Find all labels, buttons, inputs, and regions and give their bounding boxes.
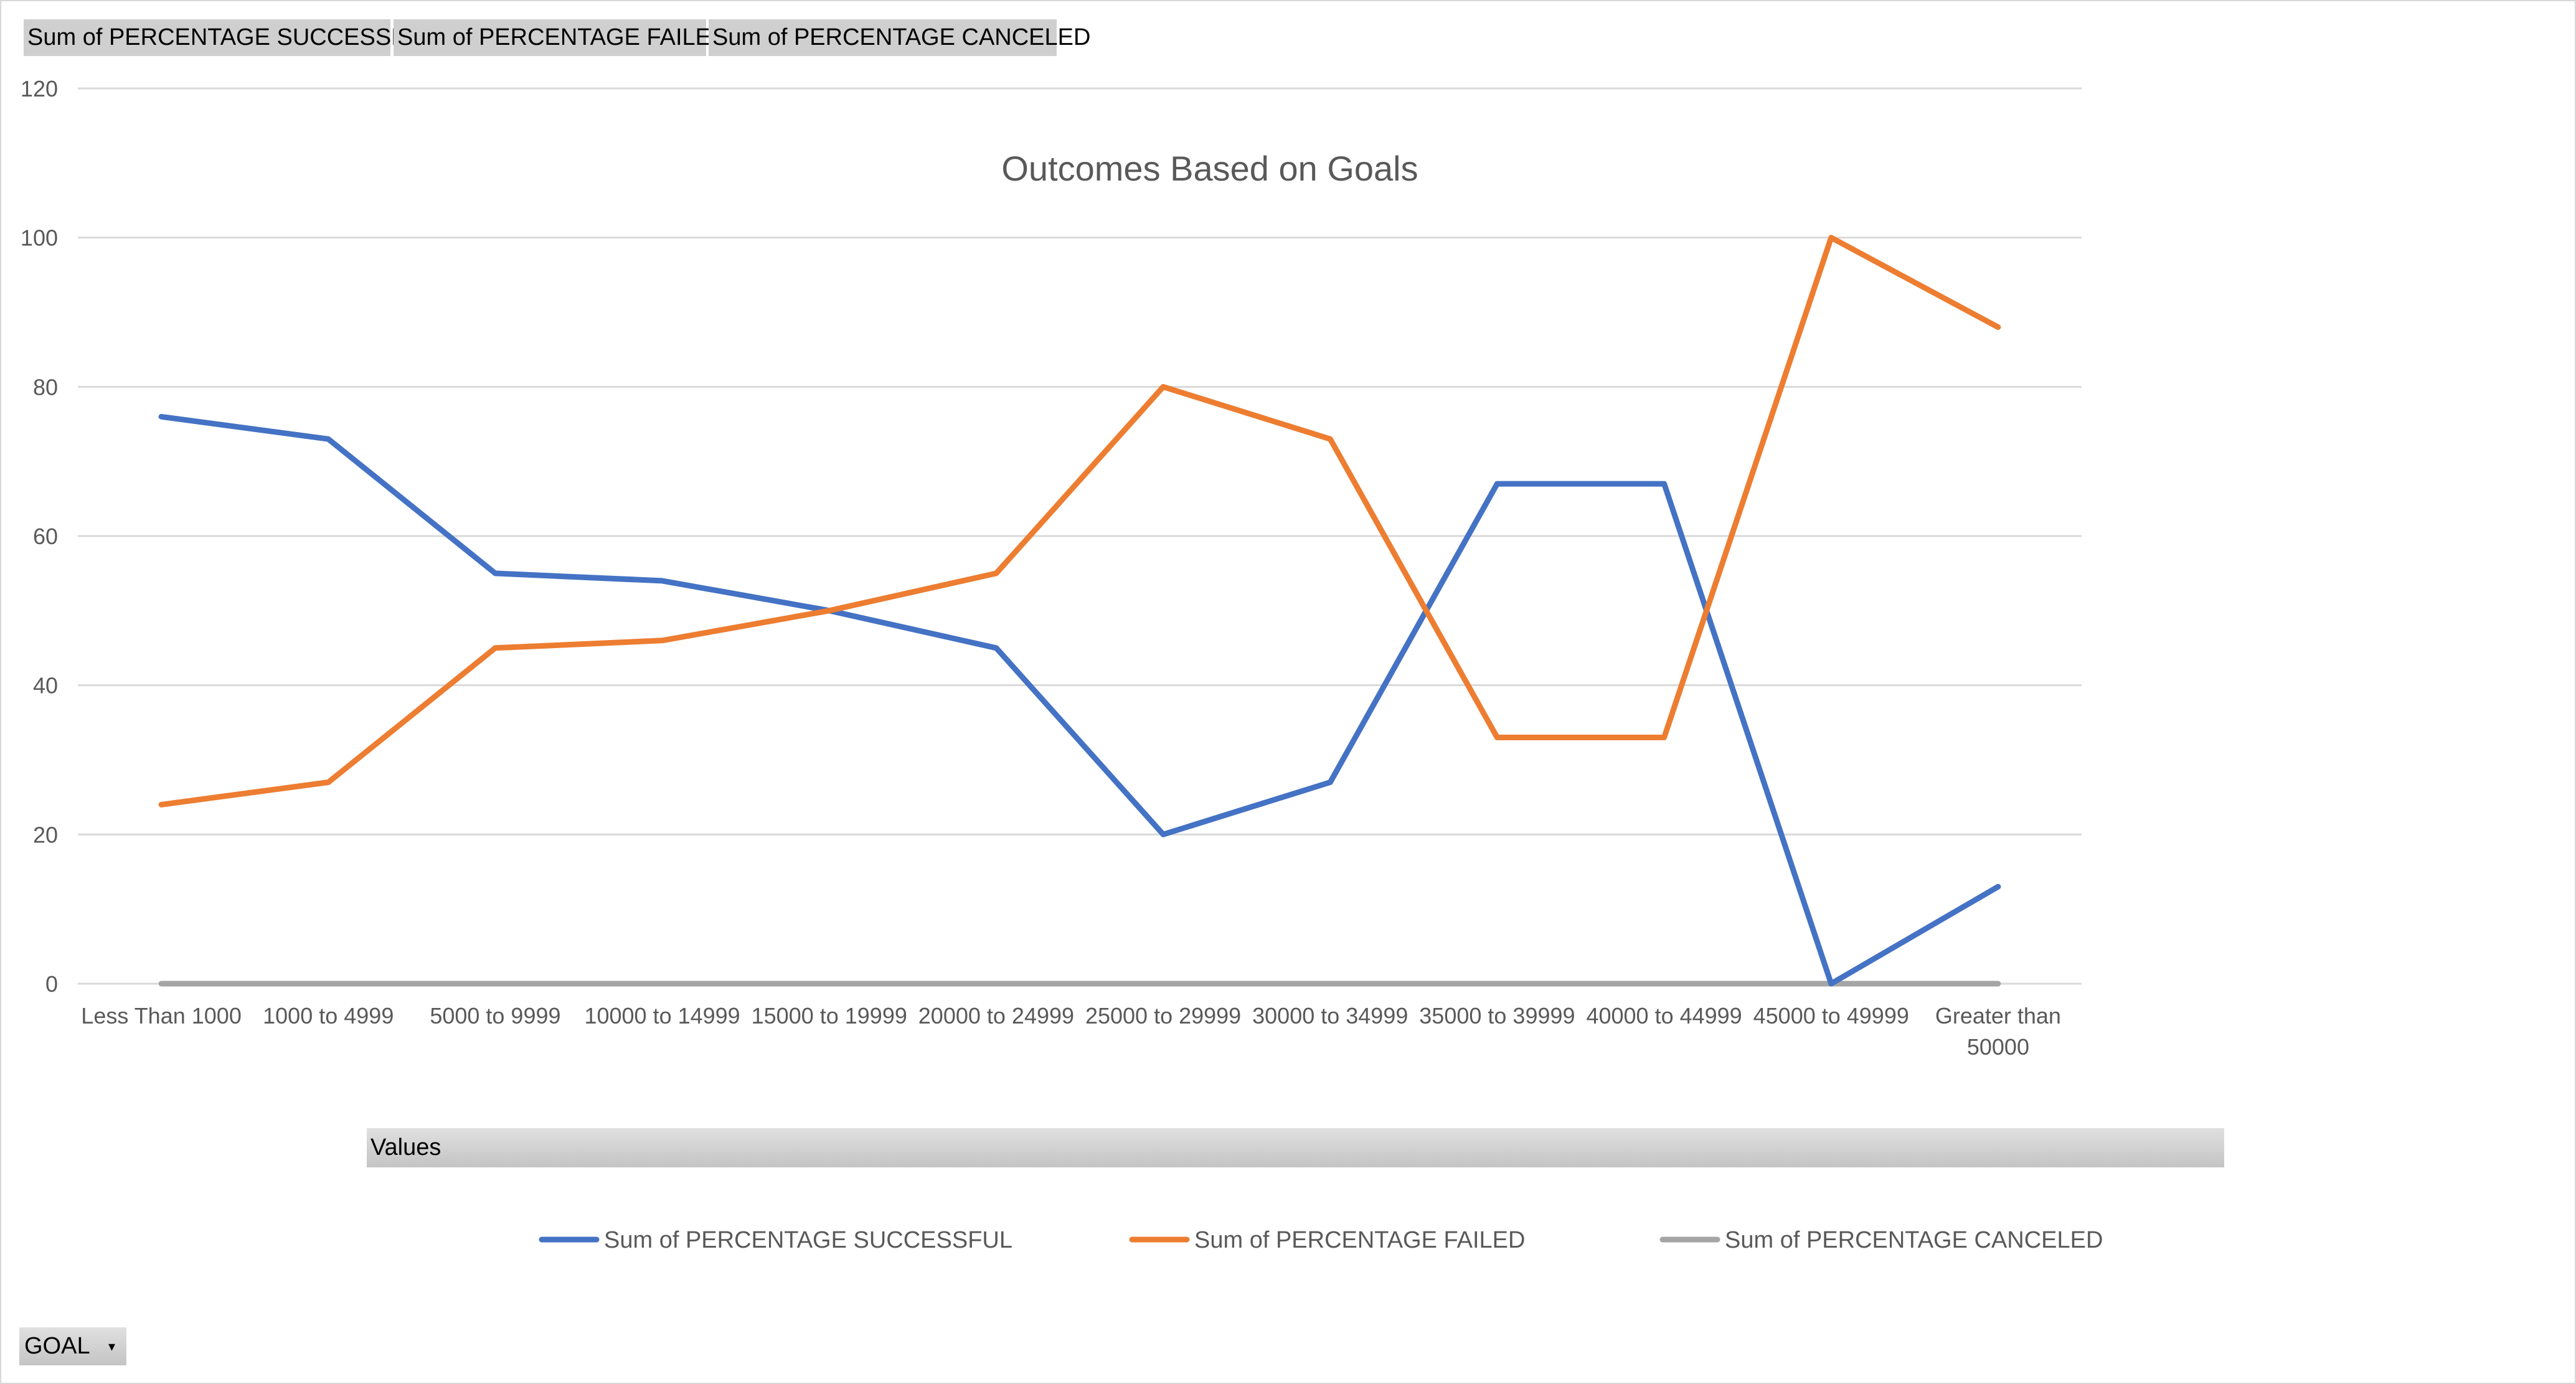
x-tick-label: 5000 to 9999 <box>430 1003 560 1029</box>
x-tick-label: 35000 to 39999 <box>1419 1003 1575 1029</box>
field-button-successful[interactable]: Sum of PERCENTAGE SUCCESSFUL <box>24 19 436 56</box>
legend-label: Sum of PERCENTAGE CANCELED <box>1725 1227 2103 1253</box>
x-tick-label: 10000 to 14999 <box>584 1003 740 1029</box>
legend: Sum of PERCENTAGE SUCCESSFUL Sum of PERCE… <box>539 1227 2103 1253</box>
series-line <box>158 413 2001 987</box>
chart-title: Outcomes Based on Goals <box>1001 149 1418 188</box>
goal-filter-button[interactable]: GOAL ▾ <box>19 1327 126 1365</box>
series-lines <box>158 235 2001 987</box>
dropdown-arrow-icon[interactable]: ▾ <box>108 1339 115 1354</box>
y-tick-label: 100 <box>21 225 58 251</box>
legend-label: Sum of PERCENTAGE SUCCESSFUL <box>604 1227 1012 1253</box>
field-button-canceled[interactable]: Sum of PERCENTAGE CANCELED <box>709 19 1090 56</box>
x-tick-label: Less Than 1000 <box>81 1003 242 1029</box>
values-field-button[interactable]: Values <box>367 1128 2224 1167</box>
x-tick-label: 40000 to 44999 <box>1586 1003 1742 1029</box>
x-tick-label: 45000 to 49999 <box>1753 1003 1909 1029</box>
x-tick-label: 30000 to 34999 <box>1252 1003 1408 1029</box>
y-tick-label: 40 <box>33 673 58 699</box>
y-tick-label: 0 <box>45 971 58 997</box>
field-button-failed[interactable]: Sum of PERCENTAGE FAILED <box>394 19 728 56</box>
y-axis-ticks: 0 20 40 60 80 100 120 <box>21 76 58 997</box>
y-tick-label: 80 <box>33 374 58 400</box>
x-tick-label: Greater than 50000 <box>1935 1003 2061 1060</box>
x-tick-label: 25000 to 29999 <box>1085 1003 1241 1029</box>
gridlines <box>78 87 2082 985</box>
x-tick-label: 15000 to 19999 <box>752 1003 907 1029</box>
x-tick-label: 20000 to 24999 <box>918 1003 1074 1029</box>
y-tick-label: 20 <box>33 822 58 847</box>
legend-label: Sum of PERCENTAGE FAILED <box>1194 1227 1525 1253</box>
y-tick-label: 120 <box>21 76 58 101</box>
series-line <box>158 235 2001 807</box>
x-tick-label: 1000 to 4999 <box>263 1003 394 1029</box>
goal-filter-label: GOAL <box>24 1333 90 1359</box>
y-tick-label: 60 <box>33 524 58 549</box>
x-axis-ticks: Less Than 1000 1000 to 4999 5000 to 9999 10… <box>81 1003 2061 1060</box>
